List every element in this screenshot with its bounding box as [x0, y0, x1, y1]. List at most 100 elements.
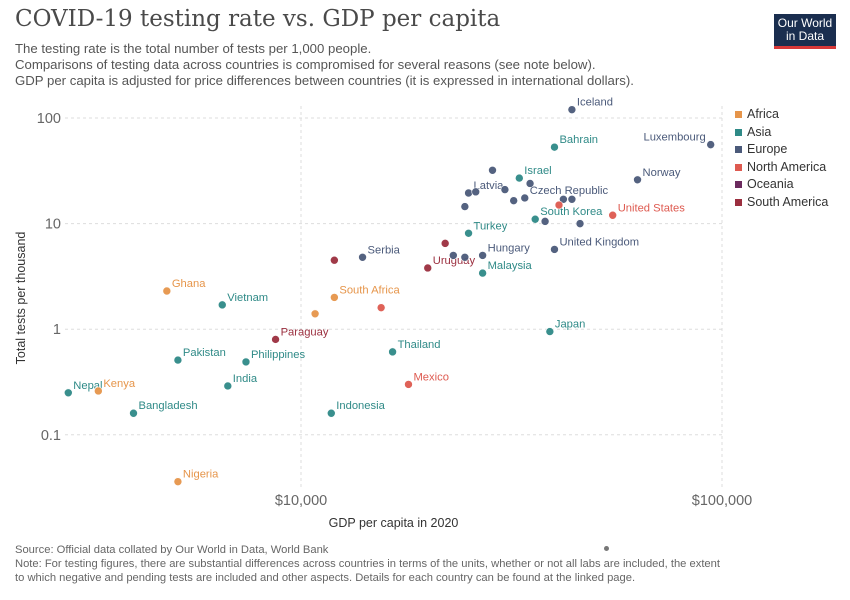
- data-point[interactable]: [540, 217, 550, 226]
- point-label: Thailand: [398, 339, 441, 351]
- data-point[interactable]: [173, 355, 183, 365]
- data-point[interactable]: [217, 300, 227, 310]
- legend-label: Africa: [747, 107, 779, 121]
- point-label: South Korea: [540, 206, 603, 218]
- data-point[interactable]: [241, 357, 251, 367]
- legend-label: Europe: [747, 142, 788, 157]
- x-tick-label: $100,000: [692, 493, 752, 509]
- point-label: Israel: [524, 165, 551, 177]
- data-point[interactable]: [478, 268, 487, 278]
- data-point[interactable]: [706, 140, 715, 149]
- data-point[interactable]: [94, 386, 103, 396]
- data-point[interactable]: [550, 142, 559, 152]
- data-point[interactable]: [464, 228, 473, 238]
- data-point[interactable]: [173, 477, 183, 486]
- y-tick-label: 1: [53, 322, 61, 338]
- legend-swatch: [735, 181, 742, 189]
- data-point[interactable]: [550, 245, 559, 254]
- data-point[interactable]: [310, 309, 320, 319]
- data-point[interactable]: [330, 255, 339, 265]
- legend: Africa Asia Europe North America Oceania Sout…: [735, 106, 828, 212]
- data-point[interactable]: [515, 173, 524, 183]
- legend-label: Oceania: [747, 177, 794, 192]
- point-label: Turkey: [474, 220, 508, 232]
- legend-label: South America: [747, 194, 829, 209]
- x-tick-label: $10,000: [275, 493, 327, 509]
- legend-swatch: [735, 198, 742, 206]
- data-point[interactable]: [63, 388, 73, 398]
- legend-item[interactable]: North America: [735, 159, 828, 177]
- data-point[interactable]: [559, 194, 568, 204]
- data-point[interactable]: [525, 179, 535, 188]
- legend-item[interactable]: Africa: [735, 106, 828, 124]
- point-label: Latvia: [474, 180, 505, 192]
- point-label: Luxembourg: [643, 132, 705, 144]
- point-label: Mexico: [413, 371, 448, 383]
- data-point[interactable]: [500, 185, 510, 194]
- data-point[interactable]: [545, 327, 555, 336]
- data-point[interactable]: [567, 105, 577, 114]
- owid-logo[interactable]: Our World in Data: [774, 14, 836, 49]
- point-label: Paraguay: [281, 326, 329, 338]
- legend-item[interactable]: Oceania: [735, 176, 828, 194]
- point-label: Bahrain: [559, 134, 598, 146]
- data-point[interactable]: [554, 200, 564, 210]
- data-point[interactable]: [608, 210, 617, 220]
- point-label: Malaysia: [488, 260, 533, 272]
- data-point[interactable]: [464, 188, 473, 198]
- timeline-dot: [604, 546, 609, 551]
- data-point[interactable]: [129, 408, 138, 418]
- data-point[interactable]: [330, 293, 339, 302]
- legend-item[interactable]: Asia: [735, 124, 828, 142]
- point-label: Nigeria: [183, 469, 219, 481]
- point-label: United Kingdom: [559, 236, 639, 248]
- logo-line: in Data: [785, 29, 825, 43]
- legend-swatch: [735, 146, 742, 154]
- data-point[interactable]: [488, 165, 497, 175]
- data-point[interactable]: [530, 214, 540, 224]
- data-point[interactable]: [358, 252, 367, 262]
- data-point[interactable]: [423, 263, 433, 273]
- chart-subtitle: The testing rate is the total number of …: [15, 41, 634, 89]
- data-point[interactable]: [509, 196, 518, 205]
- point-label: Indonesia: [336, 400, 385, 412]
- point-label: India: [233, 373, 258, 385]
- legend-swatch: [735, 163, 742, 171]
- point-label: Serbia: [368, 244, 401, 256]
- logo-line: Our World: [777, 16, 833, 30]
- data-point[interactable]: [404, 380, 413, 389]
- data-point[interactable]: [326, 408, 336, 418]
- note-line: to which negative and pending tests are …: [15, 572, 636, 584]
- legend-item[interactable]: Europe: [735, 141, 828, 159]
- point-label: Vietnam: [227, 292, 268, 304]
- data-point[interactable]: [478, 251, 487, 260]
- subtitle-line: The testing rate is the total number of …: [15, 41, 372, 56]
- data-point[interactable]: [223, 381, 233, 391]
- point-label: Ghana: [172, 278, 206, 290]
- data-point[interactable]: [567, 194, 577, 204]
- data-point[interactable]: [471, 187, 481, 197]
- data-point[interactable]: [460, 252, 470, 262]
- point-label: Iceland: [577, 97, 613, 109]
- data-point[interactable]: [449, 251, 458, 260]
- data-point[interactable]: [376, 303, 386, 312]
- data-point[interactable]: [388, 347, 397, 357]
- data-point[interactable]: [440, 239, 450, 248]
- data-point[interactable]: [162, 286, 172, 296]
- data-point[interactable]: [575, 219, 585, 228]
- legend-label: Asia: [747, 124, 772, 139]
- point-label: Czech Republic: [530, 185, 609, 197]
- point-label: South Africa: [339, 284, 400, 296]
- source-text[interactable]: Source: Official data collated by Our Wo…: [15, 544, 329, 556]
- data-point[interactable]: [520, 193, 530, 203]
- legend-label: North America: [747, 159, 827, 174]
- data-point[interactable]: [271, 335, 280, 344]
- legend-item[interactable]: South America: [735, 194, 828, 212]
- data-point[interactable]: [460, 202, 470, 211]
- chart-title: COVID-19 testing rate vs. GDP per capita: [15, 6, 501, 32]
- data-point[interactable]: [633, 175, 642, 185]
- x-axis-label: GDP per capita in 2020: [329, 516, 459, 530]
- subtitle-line: GDP per capita is adjusted for price dif…: [15, 73, 634, 88]
- note-line: Note: For testing figures, there are sub…: [15, 558, 720, 570]
